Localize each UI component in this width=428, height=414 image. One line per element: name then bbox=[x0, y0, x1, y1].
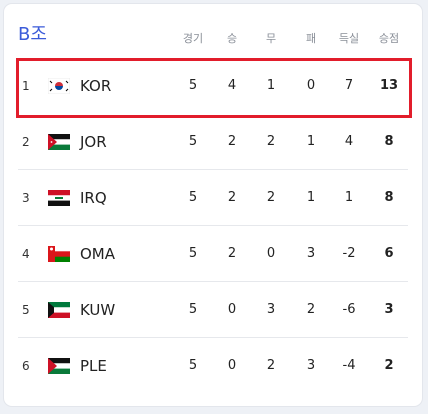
column-header: 승 bbox=[226, 32, 238, 45]
stat-cell: 13 bbox=[379, 78, 399, 93]
stat-cell: 2 bbox=[227, 190, 237, 205]
column-header: 패 bbox=[305, 32, 317, 45]
row-divider bbox=[18, 169, 408, 170]
flag-icon bbox=[48, 246, 70, 262]
stat-cell: 4 bbox=[344, 134, 354, 149]
stat-cell: 4 bbox=[227, 78, 237, 93]
rank: 4 bbox=[22, 247, 30, 261]
flag bbox=[48, 302, 70, 322]
group-title: B조 bbox=[18, 24, 47, 45]
stat-cell: -2 bbox=[342, 246, 356, 261]
team-code: PLE bbox=[80, 357, 107, 375]
stat-cell: 5 bbox=[188, 302, 198, 317]
stat-cell: 8 bbox=[384, 134, 394, 149]
stat-cell: 3 bbox=[266, 302, 276, 317]
stat-cell: -4 bbox=[342, 358, 356, 373]
table-row: 3 IRQ 5 2 2 1 1 8 bbox=[4, 170, 422, 226]
stat-cell: 0 bbox=[266, 246, 276, 261]
flag bbox=[48, 190, 70, 210]
flag bbox=[48, 246, 70, 266]
flag bbox=[48, 358, 70, 378]
stat-cell: 6 bbox=[384, 246, 394, 261]
stat-cell: 8 bbox=[384, 190, 394, 205]
stat-cell: 1 bbox=[266, 78, 276, 93]
team-code: KOR bbox=[80, 77, 112, 95]
column-header: 승점 bbox=[378, 32, 400, 45]
flag-icon bbox=[48, 302, 70, 318]
stat-cell: -6 bbox=[342, 302, 356, 317]
stat-cell: 1 bbox=[306, 134, 316, 149]
column-header: 경기 bbox=[182, 32, 204, 45]
row-divider bbox=[18, 281, 408, 282]
stat-cell: 2 bbox=[384, 358, 394, 373]
stat-cell: 3 bbox=[306, 358, 316, 373]
rank: 3 bbox=[22, 191, 30, 205]
stat-cell: 2 bbox=[266, 134, 276, 149]
rank: 5 bbox=[22, 303, 30, 317]
flag bbox=[48, 134, 70, 154]
stat-cell: 5 bbox=[188, 78, 198, 93]
rank: 2 bbox=[22, 135, 30, 149]
team-code: OMA bbox=[80, 245, 116, 263]
column-header: 득실 bbox=[338, 32, 360, 45]
stat-cell: 0 bbox=[227, 302, 237, 317]
stat-cell: 5 bbox=[188, 190, 198, 205]
stat-cell: 5 bbox=[188, 246, 198, 261]
rank: 1 bbox=[22, 79, 30, 93]
stat-cell: 2 bbox=[227, 134, 237, 149]
row-divider bbox=[18, 337, 408, 338]
table-row: 6 PLE 5 0 2 3 -4 2 bbox=[4, 338, 422, 394]
column-header: 무 bbox=[265, 32, 277, 45]
flag bbox=[47, 77, 71, 98]
team-code: KUW bbox=[80, 301, 116, 319]
stat-cell: 5 bbox=[188, 358, 198, 373]
table-row: 1 KOR 5 4 1 0 7 13 bbox=[4, 58, 422, 114]
highlight-box bbox=[16, 58, 412, 118]
flag-icon bbox=[48, 134, 70, 150]
stat-cell: 3 bbox=[306, 246, 316, 261]
stat-cell: 1 bbox=[306, 190, 316, 205]
stat-cell: 3 bbox=[384, 302, 394, 317]
table-row: 5 KUW 5 0 3 2 -6 3 bbox=[4, 282, 422, 338]
flag-icon bbox=[48, 190, 70, 206]
stat-cell: 0 bbox=[227, 358, 237, 373]
stat-cell: 1 bbox=[344, 190, 354, 205]
stat-cell: 2 bbox=[266, 190, 276, 205]
flag-icon bbox=[48, 358, 70, 374]
rank: 6 bbox=[22, 359, 30, 373]
standings-card: B조 경기 승 무 패 득실 승점 1 KOR 5 4 1 0 7 13 2 JOR 5 2 2 1 4 8 3 IRQ 5 2 2… bbox=[4, 4, 422, 406]
stat-cell: 0 bbox=[306, 78, 316, 93]
row-divider bbox=[18, 225, 408, 226]
stat-cell: 7 bbox=[344, 78, 354, 93]
stat-cell: 2 bbox=[306, 302, 316, 317]
flag-icon bbox=[47, 77, 71, 95]
table-row: 4 OMA 5 2 0 3 -2 6 bbox=[4, 226, 422, 282]
team-code: JOR bbox=[80, 133, 107, 151]
team-code: IRQ bbox=[80, 189, 107, 207]
stat-cell: 2 bbox=[227, 246, 237, 261]
table-row: 2 JOR 5 2 2 1 4 8 bbox=[4, 114, 422, 170]
stat-cell: 2 bbox=[266, 358, 276, 373]
stat-cell: 5 bbox=[188, 134, 198, 149]
